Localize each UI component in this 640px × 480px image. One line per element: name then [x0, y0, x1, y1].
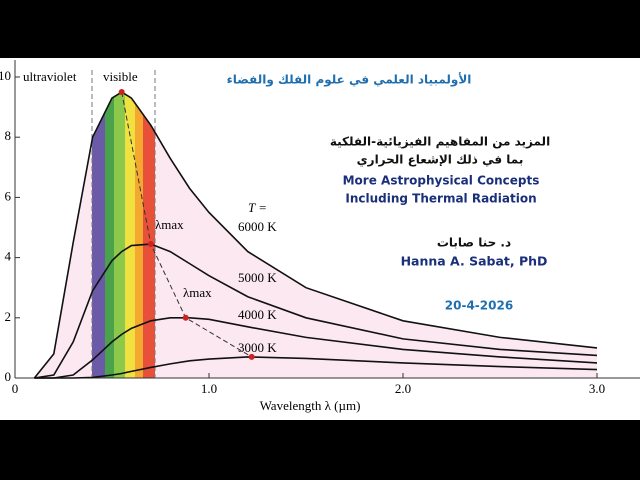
band-violet: [92, 92, 105, 378]
legend-title: T =: [248, 200, 267, 215]
curve: [34, 356, 598, 379]
peak-label: λmax: [183, 285, 212, 300]
date: 20-4-2026: [445, 299, 513, 313]
peak-point: [248, 353, 255, 360]
author-ar: د. حنا صابات: [437, 236, 511, 250]
curve: [34, 317, 598, 379]
band-lime: [114, 92, 125, 378]
y-tick-label: 10: [0, 68, 11, 83]
subtitle-en: More Astrophysical Concepts: [343, 174, 540, 188]
peak-point: [182, 314, 189, 321]
y-tick-label: 4: [5, 249, 12, 264]
peak-point: [118, 89, 125, 96]
peak-label: λmax: [155, 217, 184, 232]
fills: [34, 92, 597, 379]
series-label: 4000 K: [238, 307, 277, 322]
subtitle-ar: المزيد من المفاهيم الفيزيائية-الفلكية: [330, 135, 550, 149]
y-tick-label: 0: [5, 369, 12, 384]
band-orange: [135, 92, 143, 378]
y-tick-label: 2: [5, 309, 12, 324]
area-fill: [34, 92, 597, 379]
subtitle-en: Including Thermal Radiation: [345, 192, 536, 206]
author-en: Hanna A. Sabat, PhD: [401, 254, 548, 269]
series-label: 6000 K: [238, 219, 277, 234]
region-label: ultraviolet: [23, 69, 77, 84]
series-label: 5000 K: [238, 270, 277, 285]
peak-line: [121, 91, 252, 358]
y-tick-label: 8: [5, 128, 12, 143]
x-tick-label: 2.0: [395, 381, 411, 396]
x-tick-label: 3.0: [589, 381, 605, 396]
peak-point: [147, 241, 154, 248]
curve: [33, 91, 598, 379]
series-label: 3000 K: [238, 340, 277, 355]
x-tick-label: 0: [12, 381, 19, 396]
band-yellow: [125, 92, 135, 378]
curve: [34, 243, 598, 379]
x-axis-label: Wavelength λ (µm): [260, 398, 361, 413]
title: الأولمبياد العلمي في علوم الفلك والفضاء: [227, 72, 472, 88]
y-tick-label: 6: [5, 188, 12, 203]
subtitle-ar: بما في ذلك الإشعاع الحراري: [357, 153, 524, 167]
x-tick-label: 1.0: [201, 381, 217, 396]
region-label: visible: [103, 69, 138, 84]
band-green: [105, 92, 114, 378]
visible-spectrum: [92, 92, 155, 378]
